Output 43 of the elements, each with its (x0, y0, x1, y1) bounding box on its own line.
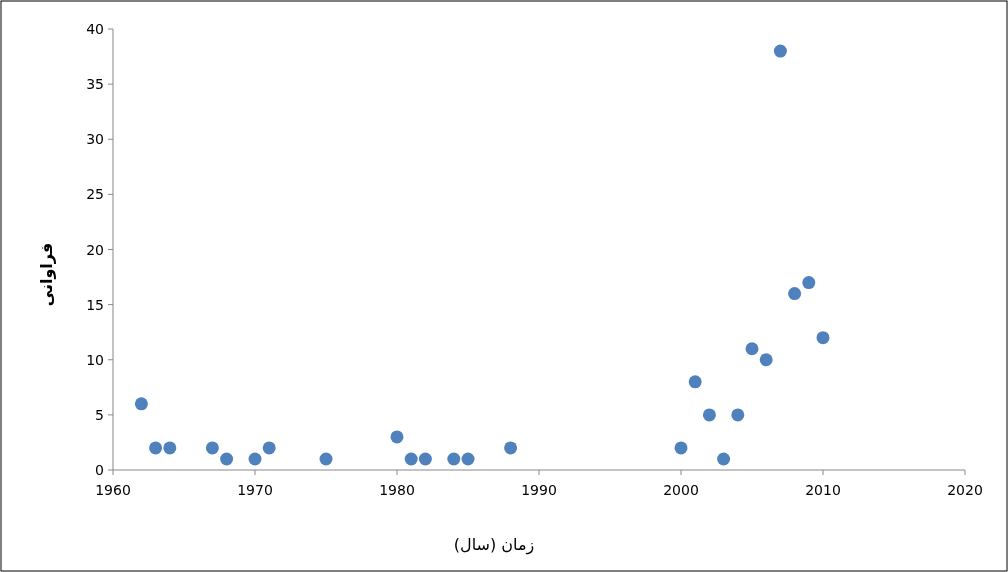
y-tick-label: 30 (86, 131, 104, 148)
point (816, 331, 830, 345)
point (418, 452, 432, 466)
y-axis-title: فراوانی (37, 242, 56, 307)
y-tick-label: 35 (86, 76, 104, 93)
x-tick-label: 1980 (379, 482, 415, 498)
x-axis-title: زمان (سال) (453, 535, 535, 555)
x-tick-label: 2010 (805, 482, 841, 498)
point (745, 342, 759, 356)
point (802, 276, 816, 290)
point (702, 408, 716, 422)
y-tick-label: 15 (86, 296, 104, 313)
point (674, 441, 688, 455)
y-tick-label: 0 (95, 462, 104, 478)
x-tick-label: 2020 (947, 482, 983, 498)
point (163, 441, 177, 455)
point (390, 430, 404, 444)
point (134, 397, 148, 411)
point (731, 408, 745, 422)
point (788, 287, 802, 301)
point (504, 441, 518, 455)
point (404, 452, 418, 466)
y-tick-label: 10 (86, 351, 104, 368)
point (149, 441, 163, 455)
y-tick-label: 20 (86, 241, 104, 258)
y-tick-label: 40 (86, 21, 104, 37)
point (759, 353, 773, 367)
point (688, 375, 702, 389)
point (248, 452, 262, 466)
point (319, 452, 333, 466)
x-tick-label: 1960 (95, 482, 131, 498)
point (773, 44, 787, 58)
point (447, 452, 461, 466)
y-tick-label: 5 (95, 406, 104, 423)
x-tick-label: 1970 (237, 482, 273, 498)
point (205, 441, 219, 455)
point (461, 452, 475, 466)
point (262, 441, 276, 455)
x-tick-label: 2000 (663, 482, 699, 498)
x-tick-label: 1990 (521, 482, 557, 498)
point (220, 452, 234, 466)
y-tick-label: 25 (86, 186, 104, 203)
point (717, 452, 731, 466)
